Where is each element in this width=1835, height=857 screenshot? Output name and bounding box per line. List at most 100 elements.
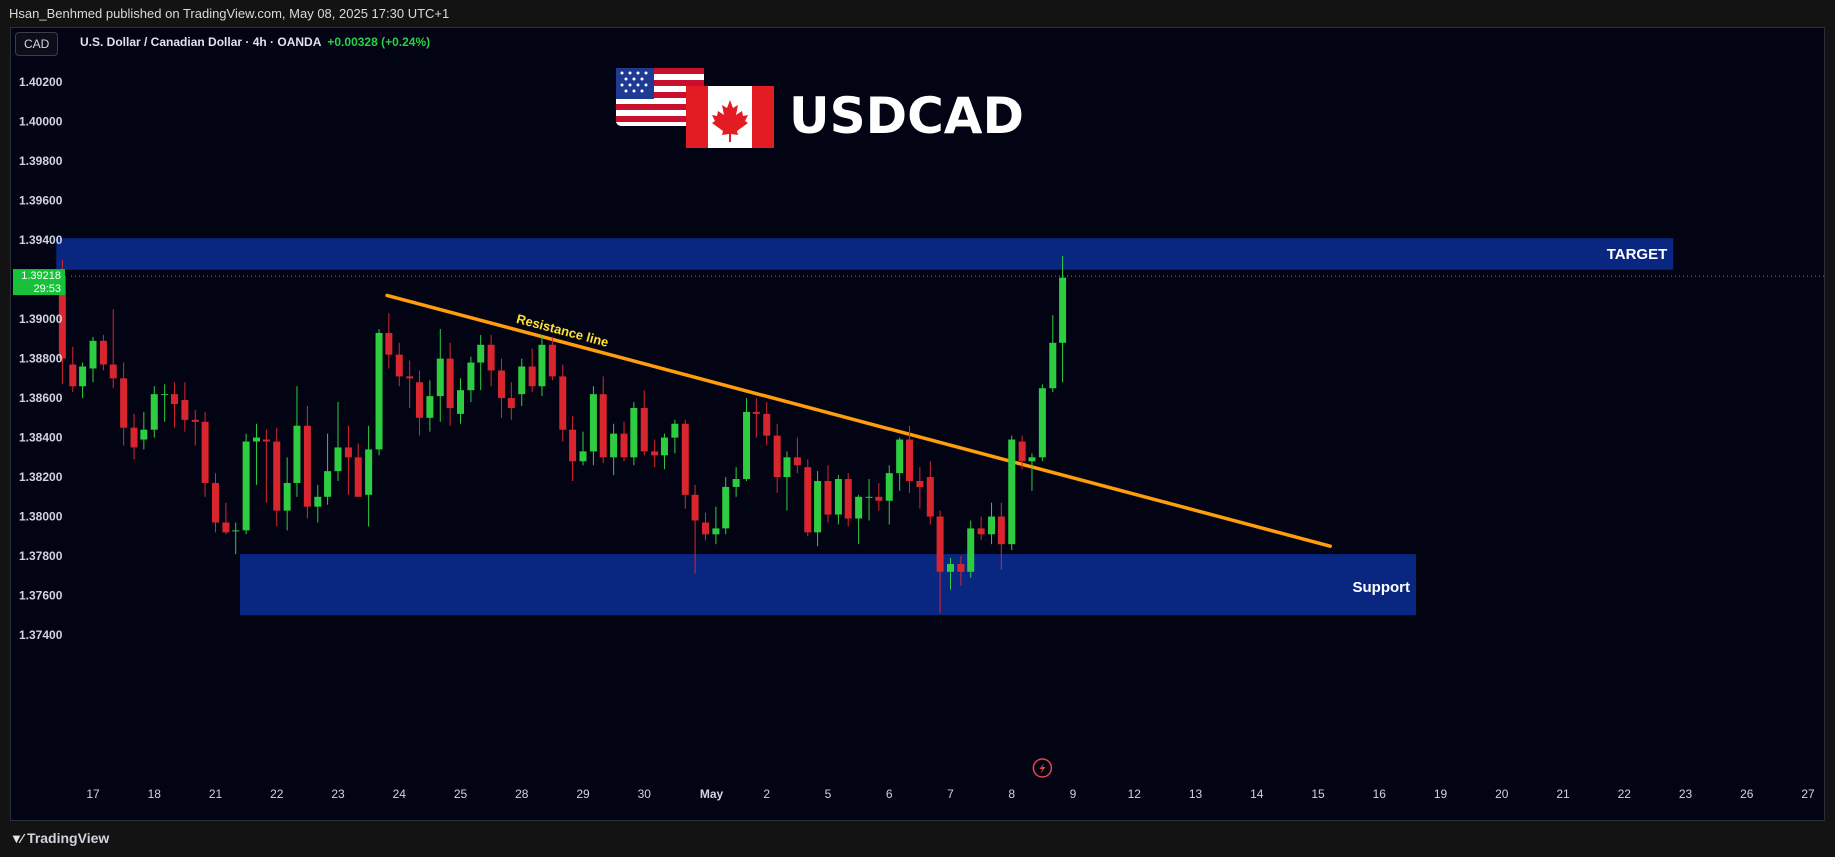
candle[interactable] <box>905 425 913 493</box>
candle[interactable] <box>702 512 709 541</box>
candle[interactable] <box>1059 255 1067 383</box>
candle[interactable] <box>69 346 77 393</box>
candle[interactable] <box>487 334 495 387</box>
candle[interactable] <box>150 386 158 438</box>
candle[interactable] <box>589 386 597 466</box>
candle[interactable] <box>896 437 904 491</box>
candle[interactable] <box>457 378 464 424</box>
candle[interactable] <box>824 465 832 523</box>
candle[interactable] <box>752 398 760 438</box>
candle[interactable] <box>365 425 373 527</box>
candle[interactable] <box>651 439 659 468</box>
candle[interactable] <box>610 423 618 476</box>
candle[interactable] <box>467 356 475 403</box>
candle[interactable] <box>936 510 944 614</box>
candle[interactable] <box>109 309 117 389</box>
candle[interactable] <box>324 433 332 505</box>
candle[interactable] <box>569 415 577 482</box>
candle[interactable] <box>273 427 281 527</box>
candle[interactable] <box>865 479 873 521</box>
candle[interactable] <box>814 471 822 547</box>
candle[interactable] <box>262 429 270 503</box>
candle[interactable] <box>977 516 985 541</box>
candle[interactable] <box>170 382 178 428</box>
candle[interactable] <box>395 342 403 387</box>
candle[interactable] <box>926 461 934 525</box>
candle[interactable] <box>232 522 240 555</box>
candle[interactable] <box>743 398 751 482</box>
candle[interactable] <box>446 342 454 426</box>
candle[interactable] <box>79 362 87 399</box>
candle[interactable] <box>191 409 199 446</box>
candle[interactable] <box>1028 453 1036 491</box>
candle[interactable] <box>99 334 107 371</box>
candle[interactable] <box>885 465 893 525</box>
candle[interactable] <box>334 402 342 482</box>
candle[interactable] <box>242 433 250 535</box>
candle[interactable] <box>875 482 883 511</box>
candle[interactable] <box>498 358 506 418</box>
candle[interactable] <box>630 402 638 466</box>
candle[interactable] <box>1049 315 1057 393</box>
candle[interactable] <box>375 328 383 456</box>
candle[interactable] <box>1038 384 1046 462</box>
candle[interactable] <box>120 362 128 446</box>
candle[interactable] <box>957 556 965 586</box>
candle[interactable] <box>681 419 689 509</box>
candle[interactable] <box>793 437 801 474</box>
candle[interactable] <box>997 502 1005 570</box>
candle[interactable] <box>253 423 261 485</box>
candle[interactable] <box>283 457 291 531</box>
candle[interactable] <box>559 364 567 442</box>
candle[interactable] <box>130 413 138 460</box>
candle[interactable] <box>89 336 97 383</box>
candle[interactable] <box>426 380 434 432</box>
candle[interactable] <box>783 451 791 511</box>
target-zone[interactable] <box>56 238 1674 270</box>
candle[interactable] <box>671 419 679 454</box>
candle[interactable] <box>763 402 771 446</box>
candle[interactable] <box>181 382 189 432</box>
candle[interactable] <box>548 336 556 381</box>
candle[interactable] <box>916 467 924 509</box>
candle[interactable] <box>579 431 587 466</box>
candle[interactable] <box>844 473 852 527</box>
candle[interactable] <box>314 484 322 523</box>
candle[interactable] <box>732 467 740 497</box>
candle[interactable] <box>406 360 414 408</box>
resistance-trendline[interactable] <box>385 293 1332 548</box>
candle[interactable] <box>620 421 628 462</box>
support-zone[interactable] <box>240 554 1416 616</box>
candle[interactable] <box>660 433 668 470</box>
symbol-badge[interactable]: CAD <box>15 32 59 56</box>
candle[interactable] <box>140 411 148 450</box>
candle[interactable] <box>967 520 975 578</box>
chart-area[interactable]: TARGET Support Resistance line 1.40200 1.4… <box>10 27 1825 821</box>
candle[interactable] <box>773 423 781 493</box>
candle[interactable] <box>212 473 219 533</box>
candle[interactable] <box>477 334 485 391</box>
candle[interactable] <box>1018 435 1026 470</box>
candle[interactable] <box>303 405 311 519</box>
price-chart[interactable]: TARGET Support Resistance line 1.40200 1.4… <box>11 28 1824 820</box>
event-flash-icon[interactable] <box>1032 758 1053 778</box>
candle[interactable] <box>354 443 362 497</box>
candle[interactable] <box>1008 435 1016 551</box>
candle[interactable] <box>201 411 209 497</box>
tradingview-logo[interactable]: ▼⁄ TradingView <box>10 830 109 846</box>
candle[interactable] <box>834 475 842 525</box>
candle[interactable] <box>507 382 515 420</box>
candle[interactable] <box>804 459 812 537</box>
candle[interactable] <box>293 386 301 497</box>
candle[interactable] <box>538 334 546 397</box>
candle[interactable] <box>415 370 423 436</box>
candle[interactable] <box>640 390 648 456</box>
candle[interactable] <box>344 425 352 495</box>
candle[interactable] <box>722 477 730 535</box>
candle[interactable] <box>988 502 996 545</box>
candle[interactable] <box>712 506 720 545</box>
candle[interactable] <box>691 484 699 574</box>
candle[interactable] <box>436 328 444 422</box>
candle[interactable] <box>947 558 954 590</box>
candle[interactable] <box>518 358 526 406</box>
